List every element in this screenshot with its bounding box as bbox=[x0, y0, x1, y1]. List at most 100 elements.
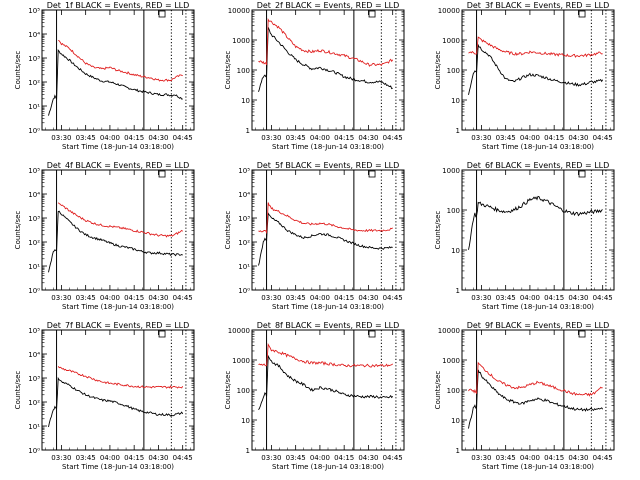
x-tick-label: 04:45 bbox=[383, 134, 403, 142]
x-axis-label: Start Time (18-Jun-14 03:18:00) bbox=[482, 303, 594, 311]
x-tick-label: 04:45 bbox=[593, 134, 613, 142]
time-marker-box bbox=[158, 170, 166, 178]
x-tick-label: 03:30 bbox=[261, 294, 281, 302]
lld-series-line bbox=[57, 202, 183, 238]
subplot-8: Det_8f BLACK = Events, RED = LLD 1 10 100 10… bbox=[224, 321, 405, 471]
y-tick-label: 1000 bbox=[232, 357, 250, 365]
y-tick-label: 10² bbox=[28, 79, 40, 87]
x-tick-label: 04:30 bbox=[148, 454, 168, 462]
x-tick-label: 04:30 bbox=[358, 454, 378, 462]
x-tick-label: 04:00 bbox=[100, 454, 120, 462]
y-axis-label: Counts/sec bbox=[224, 371, 232, 410]
series-group bbox=[258, 202, 393, 266]
lld-series-line bbox=[57, 366, 184, 389]
y-tick-label: 100 bbox=[447, 387, 460, 395]
events-series-line bbox=[258, 354, 394, 411]
y-tick-label: 1 bbox=[456, 127, 460, 135]
x-tick-label: 04:15 bbox=[124, 454, 144, 462]
plot-title: Det_9f BLACK = Events, RED = LLD bbox=[467, 321, 610, 330]
time-marker-box bbox=[368, 10, 376, 18]
x-tick-label: 04:30 bbox=[568, 294, 588, 302]
y-tick-label: 100 bbox=[447, 67, 460, 75]
plot-title: Det_7f BLACK = Events, RED = LLD bbox=[47, 321, 190, 330]
y-tick-label: 10³ bbox=[28, 215, 40, 223]
y-tick-label: 10⁰ bbox=[28, 287, 40, 295]
x-tick-label: 03:45 bbox=[496, 134, 516, 142]
x-tick-label: 04:00 bbox=[310, 454, 330, 462]
events-series-line bbox=[258, 212, 393, 266]
y-axis-label: Counts/sec bbox=[434, 211, 442, 250]
plot-title: Det_2f BLACK = Events, RED = LLD bbox=[257, 1, 400, 10]
events-series-line bbox=[48, 210, 183, 273]
x-tick-label: 04:45 bbox=[173, 134, 193, 142]
series-group bbox=[258, 18, 394, 92]
x-axis-label: Start Time (18-Jun-14 03:18:00) bbox=[272, 143, 384, 151]
y-tick-label: 100 bbox=[237, 67, 250, 75]
subplot-2: Det_2f BLACK = Events, RED = LLD 1 10 100 10… bbox=[224, 1, 405, 151]
y-tick-label: 10 bbox=[241, 97, 250, 105]
y-tick-label: 10⁰ bbox=[28, 447, 40, 455]
y-axis-label: Counts/sec bbox=[224, 211, 232, 250]
x-tick-label: 04:00 bbox=[520, 134, 540, 142]
x-tick-label: 04:00 bbox=[520, 454, 540, 462]
lld-series-line bbox=[57, 39, 183, 82]
x-axis-label: Start Time (18-Jun-14 03:18:00) bbox=[482, 143, 594, 151]
x-axis-label: Start Time (18-Jun-14 03:18:00) bbox=[272, 303, 384, 311]
x-tick-label: 04:30 bbox=[568, 454, 588, 462]
plot-frame bbox=[461, 169, 615, 291]
y-tick-label: 10 bbox=[451, 247, 460, 255]
y-tick-label: 1000 bbox=[442, 37, 460, 45]
y-tick-label: 1000 bbox=[232, 37, 250, 45]
x-tick-label: 04:45 bbox=[383, 454, 403, 462]
events-series-line bbox=[48, 376, 184, 428]
x-tick-label: 03:30 bbox=[261, 134, 281, 142]
lld-series-line bbox=[468, 36, 603, 58]
subplot-1: Det_1f BLACK = Events, RED = LLD 10⁰ 10¹ 10… bbox=[14, 1, 195, 151]
series-group bbox=[258, 343, 394, 411]
x-tick-label: 03:30 bbox=[51, 134, 71, 142]
y-tick-label: 10² bbox=[28, 239, 40, 247]
x-tick-label: 03:30 bbox=[471, 134, 491, 142]
x-tick-label: 04:15 bbox=[334, 134, 354, 142]
x-axis-label: Start Time (18-Jun-14 03:18:00) bbox=[272, 463, 384, 471]
x-tick-label: 04:15 bbox=[544, 134, 564, 142]
y-tick-label: 1 bbox=[246, 447, 250, 455]
x-tick-label: 03:30 bbox=[51, 294, 71, 302]
subplot-3: Det_3f BLACK = Events, RED = LLD 1 10 100 10… bbox=[434, 1, 615, 151]
subplot-9: Det_9f BLACK = Events, RED = LLD 1 10 100 10… bbox=[434, 321, 615, 471]
y-tick-label: 10000 bbox=[228, 7, 250, 15]
y-tick-label: 10⁴ bbox=[28, 191, 40, 199]
plot-title: Det_6f BLACK = Events, RED = LLD bbox=[467, 161, 610, 170]
y-tick-label: 10¹ bbox=[238, 263, 250, 271]
y-tick-label: 1000 bbox=[442, 357, 460, 365]
events-series-line bbox=[468, 369, 604, 429]
series-group bbox=[468, 195, 603, 250]
y-tick-label: 100 bbox=[237, 387, 250, 395]
x-tick-label: 04:45 bbox=[383, 294, 403, 302]
time-marker-box bbox=[578, 10, 586, 18]
x-axis-label: Start Time (18-Jun-14 03:18:00) bbox=[482, 463, 594, 471]
subplot-6: Det_6f BLACK = Events, RED = LLD 1 10 100 10… bbox=[434, 161, 615, 311]
x-tick-label: 04:45 bbox=[593, 294, 613, 302]
time-marker-box bbox=[368, 170, 376, 178]
x-tick-label: 03:45 bbox=[496, 294, 516, 302]
y-tick-label: 10000 bbox=[438, 327, 460, 335]
y-axis-label: Counts/sec bbox=[14, 51, 22, 90]
x-tick-label: 03:30 bbox=[471, 294, 491, 302]
y-tick-label: 10³ bbox=[28, 55, 40, 63]
x-tick-label: 04:00 bbox=[100, 134, 120, 142]
x-tick-label: 03:45 bbox=[286, 454, 306, 462]
plot-frame bbox=[251, 329, 405, 451]
x-tick-label: 04:15 bbox=[334, 454, 354, 462]
lld-series-line bbox=[468, 361, 603, 397]
time-marker-box bbox=[578, 170, 586, 178]
y-tick-label: 10⁵ bbox=[238, 167, 250, 175]
y-tick-label: 10⁵ bbox=[28, 167, 40, 175]
subplot-5: Det_5f BLACK = Events, RED = LLD 10⁰ 10¹ 10… bbox=[224, 161, 405, 311]
plot-title: Det_1f BLACK = Events, RED = LLD bbox=[47, 1, 190, 10]
plot-title: Det_5f BLACK = Events, RED = LLD bbox=[257, 161, 400, 170]
y-tick-label: 10⁵ bbox=[28, 327, 40, 335]
y-tick-label: 10⁵ bbox=[28, 7, 40, 15]
x-tick-label: 04:30 bbox=[358, 294, 378, 302]
y-axis-label: Counts/sec bbox=[224, 51, 232, 90]
